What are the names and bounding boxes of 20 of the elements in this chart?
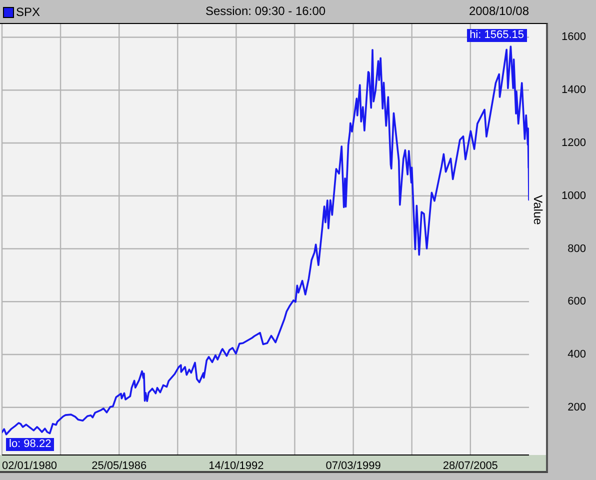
x-tick-label: 28/07/2005 (442, 460, 498, 472)
x-tick-label: 25/05/1986 (92, 460, 147, 472)
legend-label: SPX (16, 5, 40, 19)
y-tick-label: 800 (568, 242, 586, 255)
y-tick-label: 400 (568, 348, 586, 361)
x-tick-label: 02/01/1980 (2, 460, 58, 472)
y-tick-label: 1000 (562, 190, 586, 202)
y-axis-title: Value (531, 195, 545, 225)
annotation: hi: 1565.15 (470, 29, 524, 42)
y-tick-label: 200 (568, 401, 586, 414)
chart-title: Session: 09:30 - 16:00 (205, 4, 326, 18)
y-tick-label: 1400 (562, 84, 586, 96)
x-tick-label: 14/10/1992 (208, 460, 264, 472)
chart-subtitle: 2008/10/08 (468, 4, 529, 18)
y-tick-label: 1600 (562, 31, 586, 44)
line-series (2, 46, 529, 436)
y-tick-label: 600 (568, 296, 586, 308)
annotation: lo: 98.22 (9, 438, 52, 450)
x-tick-label: 07/03/1999 (326, 460, 381, 472)
y-tick-label: 1200 (562, 136, 586, 149)
